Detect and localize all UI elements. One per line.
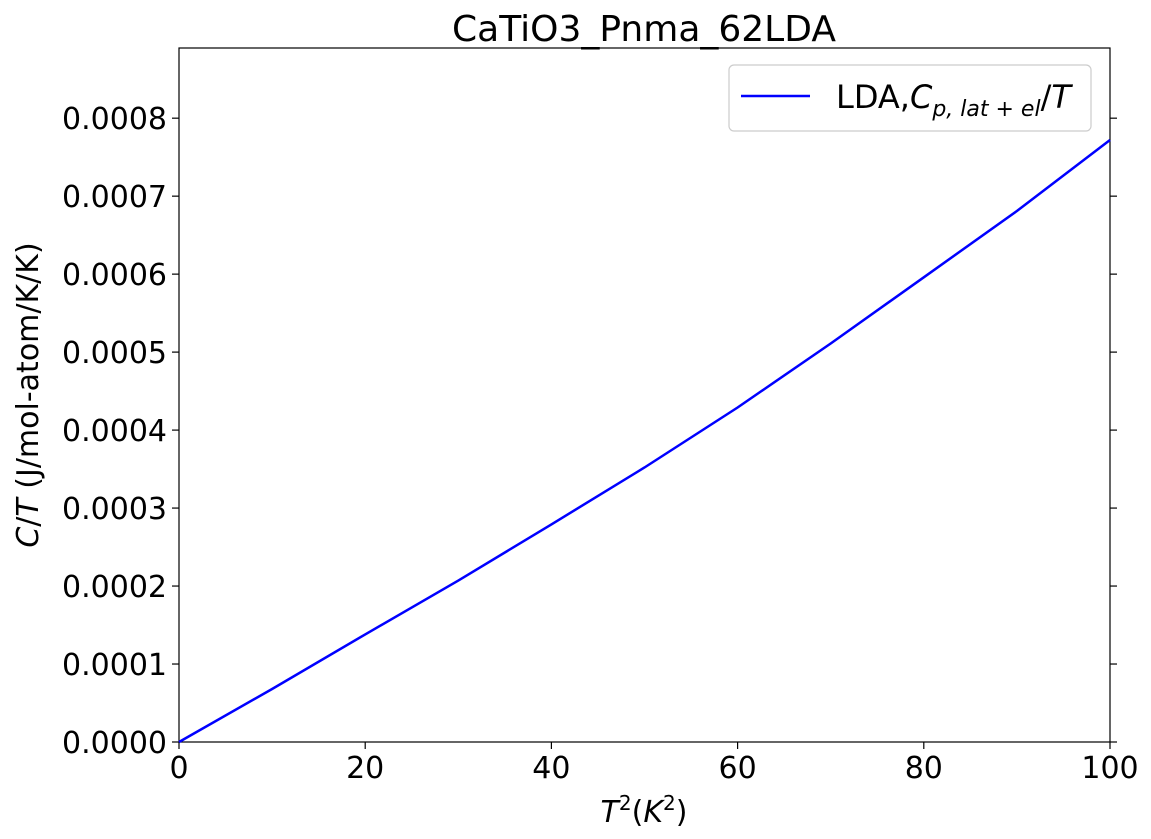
y-tick-label: 0.0001 [62, 648, 167, 683]
x-tick-label: 60 [719, 751, 757, 786]
x-tick-label: 40 [532, 751, 570, 786]
legend-label: LDA,Cp, lat + el/T [836, 78, 1073, 122]
y-tick-label: 0.0007 [62, 180, 167, 215]
y-tick-label: 0.0003 [62, 492, 167, 527]
y-tick-label: 0.0008 [62, 102, 167, 137]
x-tick-label: 0 [169, 751, 188, 786]
chart-title: CaTiO3_Pnma_62LDA [452, 9, 836, 50]
plot-frame [178, 47, 1111, 743]
y-axis: 0.0000 0.0001 0.0002 0.0003 0.0004 0.0005 0.00… [62, 102, 1117, 761]
y-tick-label: 0.0002 [62, 570, 167, 605]
y-tick-label: 0.0006 [62, 258, 167, 293]
x-axis: 0 20 40 60 80 100 [169, 742, 1139, 786]
x-tick-label: 80 [905, 751, 943, 786]
x-axis-label: T2(K2) [601, 791, 688, 830]
y-tick-label: 0.0005 [62, 336, 167, 371]
x-tick-label: 100 [1081, 751, 1138, 786]
legend-box [728, 64, 1092, 132]
series-line-lda [178, 139, 1111, 744]
x-tick-label: 20 [346, 751, 384, 786]
y-tick-label: 0.0004 [62, 414, 167, 449]
legend: LDA,Cp, lat + el/T [728, 64, 1092, 132]
y-tick-label: 0.0000 [62, 726, 167, 761]
y-axis-label: C/T (J/mol-atom/K/K) [11, 242, 46, 547]
